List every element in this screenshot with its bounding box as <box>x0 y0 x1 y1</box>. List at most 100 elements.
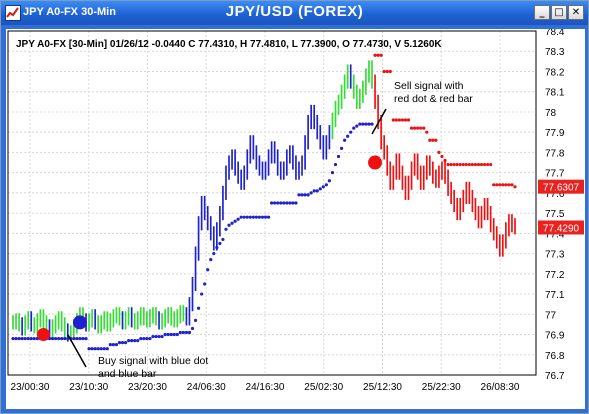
stop-dot <box>285 201 289 205</box>
stop-dot <box>422 126 426 130</box>
stop-dot <box>93 347 97 351</box>
stop-dot <box>17 336 21 341</box>
stop-dot <box>282 201 286 205</box>
price-bar <box>206 206 209 231</box>
price-bar <box>21 317 23 336</box>
stop-dot <box>139 336 143 341</box>
price-bar <box>97 315 100 334</box>
buy-annotation-line: Buy signal with blue dot <box>98 355 208 367</box>
price-bar <box>51 319 54 338</box>
stop-dot <box>303 193 307 197</box>
price-bar <box>115 307 118 324</box>
price-bar <box>136 311 139 330</box>
y-tick-label: 77.2 <box>545 270 565 281</box>
stop-dot <box>233 219 237 223</box>
stop-dot <box>434 138 438 142</box>
sell-annotation: Sell signal with red dot & red bar <box>394 80 473 105</box>
stop-dot <box>361 122 365 126</box>
price-bar <box>334 100 337 128</box>
stop-dot <box>169 332 173 337</box>
stop-dot <box>391 118 395 122</box>
price-bar <box>365 68 367 95</box>
plot-frame <box>7 30 537 376</box>
stop-dot <box>513 185 517 189</box>
x-tick-label: 25/02:30 <box>304 382 343 393</box>
price-bar <box>209 216 212 241</box>
stop-dot <box>245 215 249 219</box>
price-bar <box>398 153 401 180</box>
price-bar <box>328 125 331 150</box>
price-bar <box>91 309 93 328</box>
stop-dot <box>209 258 213 262</box>
stop-dot <box>50 336 55 341</box>
price-bar <box>194 246 197 292</box>
price-bar <box>182 305 185 322</box>
price-bar <box>407 175 410 200</box>
price-bar <box>100 315 103 334</box>
plot-area[interactable]: 78.4 78.3 78.2 78.1 78 77.9 77.8 77.7 77.6 77.5 77… <box>6 27 585 409</box>
price-bar <box>261 161 264 180</box>
stop-dot <box>239 215 243 219</box>
restore-button[interactable]: □ <box>551 5 567 20</box>
price-bar <box>292 145 294 170</box>
price-bar <box>392 165 395 190</box>
stop-dot <box>482 162 487 167</box>
price-bar <box>27 311 30 330</box>
price-bar <box>130 307 133 328</box>
sell-annotation-line: red dot & red bar <box>394 93 473 105</box>
price-bar <box>289 145 291 164</box>
price-bar <box>155 307 157 326</box>
stop-dot <box>273 201 277 205</box>
x-tick-label: 25/12:30 <box>363 382 402 393</box>
price-bar <box>94 309 96 330</box>
stop-dot <box>306 193 310 197</box>
stop-dot <box>157 334 161 339</box>
price-bar <box>240 169 243 190</box>
price-tags: 77.6307 77.4290 <box>538 179 584 235</box>
signal-markers <box>36 155 383 342</box>
stop-dot <box>382 69 386 74</box>
title-bar[interactable]: JPY A0-FX 30-Min JPY/USD (FOREX) _ □ ✕ <box>1 1 588 25</box>
price-bar <box>301 155 303 176</box>
price-chart[interactable]: 78.478.378.278.17877.977.877.777.677.577… <box>6 27 585 409</box>
stop-dot <box>333 162 338 167</box>
y-tick-label: 76.9 <box>545 331 565 342</box>
price-bar <box>401 165 404 190</box>
stop-dot <box>330 171 335 175</box>
stop-dot <box>11 336 15 341</box>
price-bar <box>368 60 370 83</box>
price-bar <box>279 161 282 180</box>
stop-dot <box>498 183 502 187</box>
stop-dot <box>193 318 198 322</box>
stop-dot <box>489 162 493 167</box>
x-tick-label: 25/22:30 <box>422 382 461 393</box>
price-bar <box>492 218 495 241</box>
price-bar <box>489 206 492 233</box>
price-bar <box>231 149 233 170</box>
price-bar <box>185 307 188 326</box>
stop-dot <box>215 245 219 250</box>
stop-dot <box>492 183 496 187</box>
stop-dot <box>57 336 61 341</box>
price-bar <box>304 135 306 170</box>
price-bar <box>343 74 346 99</box>
stop-dot <box>266 215 271 219</box>
window-title: JPY A0-FX 30-Min <box>23 6 116 18</box>
minimize-button[interactable]: _ <box>534 5 550 20</box>
stop-dot <box>184 330 189 335</box>
stop-dot <box>355 124 359 128</box>
close-button[interactable]: ✕ <box>568 5 584 20</box>
x-tick-label: 24/16:30 <box>246 382 285 393</box>
price-bar <box>243 165 246 190</box>
price-bar <box>12 315 14 330</box>
stop-dot <box>437 150 441 155</box>
stop-dot <box>60 336 64 341</box>
stop-dot <box>203 282 207 286</box>
stop-dot <box>276 201 280 205</box>
y-tick-label: 78.3 <box>545 47 565 58</box>
annotations: Buy signal with blue dot and blue bar Sell… <box>67 80 473 380</box>
stop-dot <box>449 162 453 167</box>
stop-dot <box>163 332 167 337</box>
stop-dot <box>14 336 18 341</box>
stop-dot <box>385 69 389 74</box>
